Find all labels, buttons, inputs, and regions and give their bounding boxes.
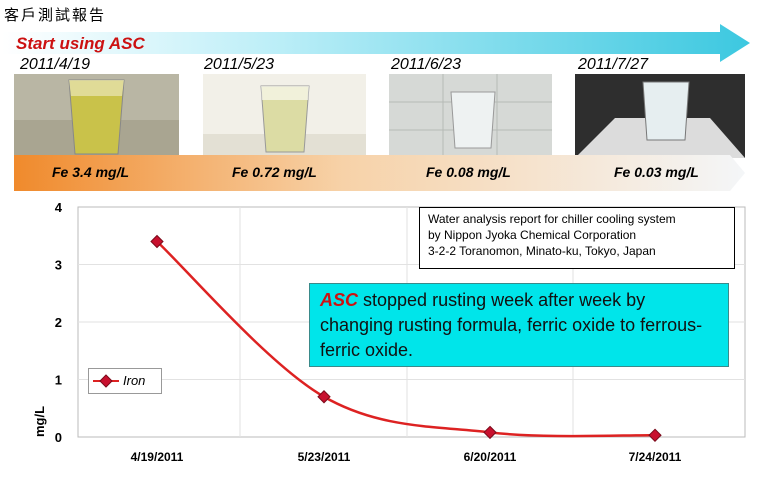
callout-text: stopped rusting week after week by chang… — [320, 290, 703, 360]
y-tick-label: 0 — [55, 430, 62, 445]
data-point — [150, 234, 164, 249]
chart-legend: Iron — [88, 368, 162, 394]
y-tick-label: 4 — [55, 200, 63, 215]
x-tick-label: 5/23/2011 — [298, 450, 351, 464]
x-tick-label: 6/20/2011 — [464, 450, 517, 464]
sample-photo — [14, 74, 179, 158]
data-point — [648, 428, 662, 442]
data-point — [483, 425, 497, 440]
sample-photo — [575, 74, 745, 158]
fe-level-label: Fe 0.08 mg/L — [426, 164, 511, 180]
legend-label: Iron — [123, 373, 146, 388]
sample-date: 2011/7/27 — [578, 56, 648, 73]
banner-label: Start using ASC — [16, 34, 145, 53]
report-note-line: 3-2-2 Toranomon, Minato-ku, Tokyo, Japan — [428, 244, 656, 258]
report-note-line: Water analysis report for chiller coolin… — [428, 212, 676, 226]
fe-level-label: Fe 0.72 mg/L — [232, 164, 317, 180]
series-line-iron — [156, 240, 656, 438]
x-tick-label: 4/19/2011 — [131, 450, 184, 464]
iron-level-band — [14, 155, 745, 191]
y-axis-label: mg/L — [32, 406, 47, 437]
callout-box: ASC stopped rusting week after week by c… — [309, 283, 729, 367]
sample-date: 2011/6/23 — [391, 56, 461, 73]
y-tick-label: 1 — [55, 373, 62, 388]
data-point — [317, 390, 331, 404]
sample-photo — [203, 74, 366, 158]
fe-level-label: Fe 0.03 mg/L — [614, 164, 699, 180]
sample-date: 2011/5/23 — [204, 56, 274, 73]
x-tick-label: 7/24/2011 — [629, 450, 682, 464]
callout-highlight: ASC — [320, 290, 359, 310]
y-tick-label: 3 — [55, 258, 62, 273]
fe-level-label: Fe 3.4 mg/L — [52, 164, 130, 180]
y-tick-label: 2 — [55, 315, 62, 330]
sample-photo — [389, 74, 552, 158]
sample-date: 2011/4/19 — [20, 56, 90, 73]
report-note-line: by Nippon Jyoka Chemical Corporation — [428, 228, 637, 242]
timeline-arrow — [2, 24, 750, 62]
page-title: 客戶測試報告 — [4, 6, 107, 24]
legend-marker-icon — [93, 374, 119, 388]
report-note: Water analysis report for chiller coolin… — [419, 207, 735, 269]
